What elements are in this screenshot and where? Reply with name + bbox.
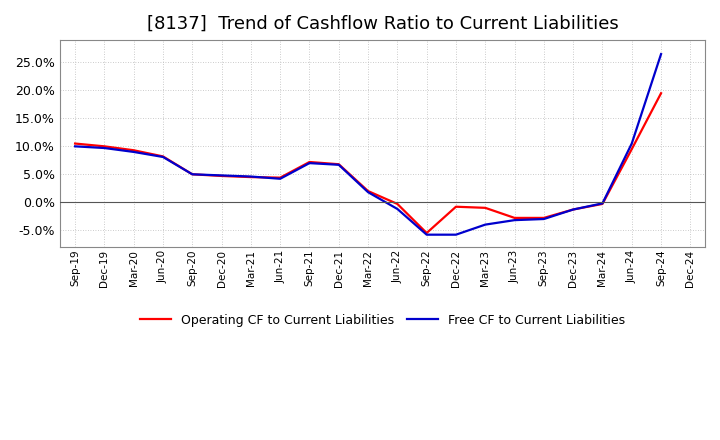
Operating CF to Current Liabilities <box>393 201 402 206</box>
Operating CF to Current Liabilities <box>657 91 665 96</box>
Legend: Operating CF to Current Liabilities, Free CF to Current Liabilities: Operating CF to Current Liabilities, Fre… <box>135 309 630 332</box>
Free CF to Current Liabilities <box>71 144 79 149</box>
Free CF to Current Liabilities <box>100 145 109 150</box>
Free CF to Current Liabilities <box>657 51 665 57</box>
Operating CF to Current Liabilities <box>276 175 284 180</box>
Line: Operating CF to Current Liabilities: Operating CF to Current Liabilities <box>75 93 661 233</box>
Operating CF to Current Liabilities <box>246 174 255 180</box>
Free CF to Current Liabilities <box>627 141 636 146</box>
Line: Free CF to Current Liabilities: Free CF to Current Liabilities <box>75 54 661 235</box>
Free CF to Current Liabilities <box>569 207 577 212</box>
Free CF to Current Liabilities <box>188 172 197 177</box>
Operating CF to Current Liabilities <box>71 141 79 146</box>
Free CF to Current Liabilities <box>423 232 431 237</box>
Operating CF to Current Liabilities <box>510 215 519 220</box>
Free CF to Current Liabilities <box>130 149 138 154</box>
Free CF to Current Liabilities <box>451 232 460 237</box>
Free CF to Current Liabilities <box>305 161 314 166</box>
Operating CF to Current Liabilities <box>481 205 490 210</box>
Operating CF to Current Liabilities <box>158 154 167 159</box>
Operating CF to Current Liabilities <box>423 231 431 236</box>
Free CF to Current Liabilities <box>510 217 519 223</box>
Operating CF to Current Liabilities <box>569 207 577 212</box>
Free CF to Current Liabilities <box>217 173 226 178</box>
Operating CF to Current Liabilities <box>451 204 460 209</box>
Free CF to Current Liabilities <box>364 190 372 195</box>
Free CF to Current Liabilities <box>393 206 402 212</box>
Operating CF to Current Liabilities <box>539 215 548 220</box>
Free CF to Current Liabilities <box>481 222 490 227</box>
Free CF to Current Liabilities <box>158 154 167 160</box>
Operating CF to Current Liabilities <box>598 201 607 206</box>
Operating CF to Current Liabilities <box>364 188 372 194</box>
Operating CF to Current Liabilities <box>188 172 197 177</box>
Free CF to Current Liabilities <box>335 162 343 168</box>
Free CF to Current Liabilities <box>598 201 607 206</box>
Operating CF to Current Liabilities <box>217 173 226 179</box>
Title: [8137]  Trend of Cashflow Ratio to Current Liabilities: [8137] Trend of Cashflow Ratio to Curren… <box>147 15 618 33</box>
Operating CF to Current Liabilities <box>100 144 109 149</box>
Operating CF to Current Liabilities <box>130 147 138 153</box>
Free CF to Current Liabilities <box>539 216 548 222</box>
Operating CF to Current Liabilities <box>335 161 343 167</box>
Free CF to Current Liabilities <box>276 176 284 181</box>
Operating CF to Current Liabilities <box>627 147 636 152</box>
Free CF to Current Liabilities <box>246 174 255 179</box>
Operating CF to Current Liabilities <box>305 159 314 165</box>
